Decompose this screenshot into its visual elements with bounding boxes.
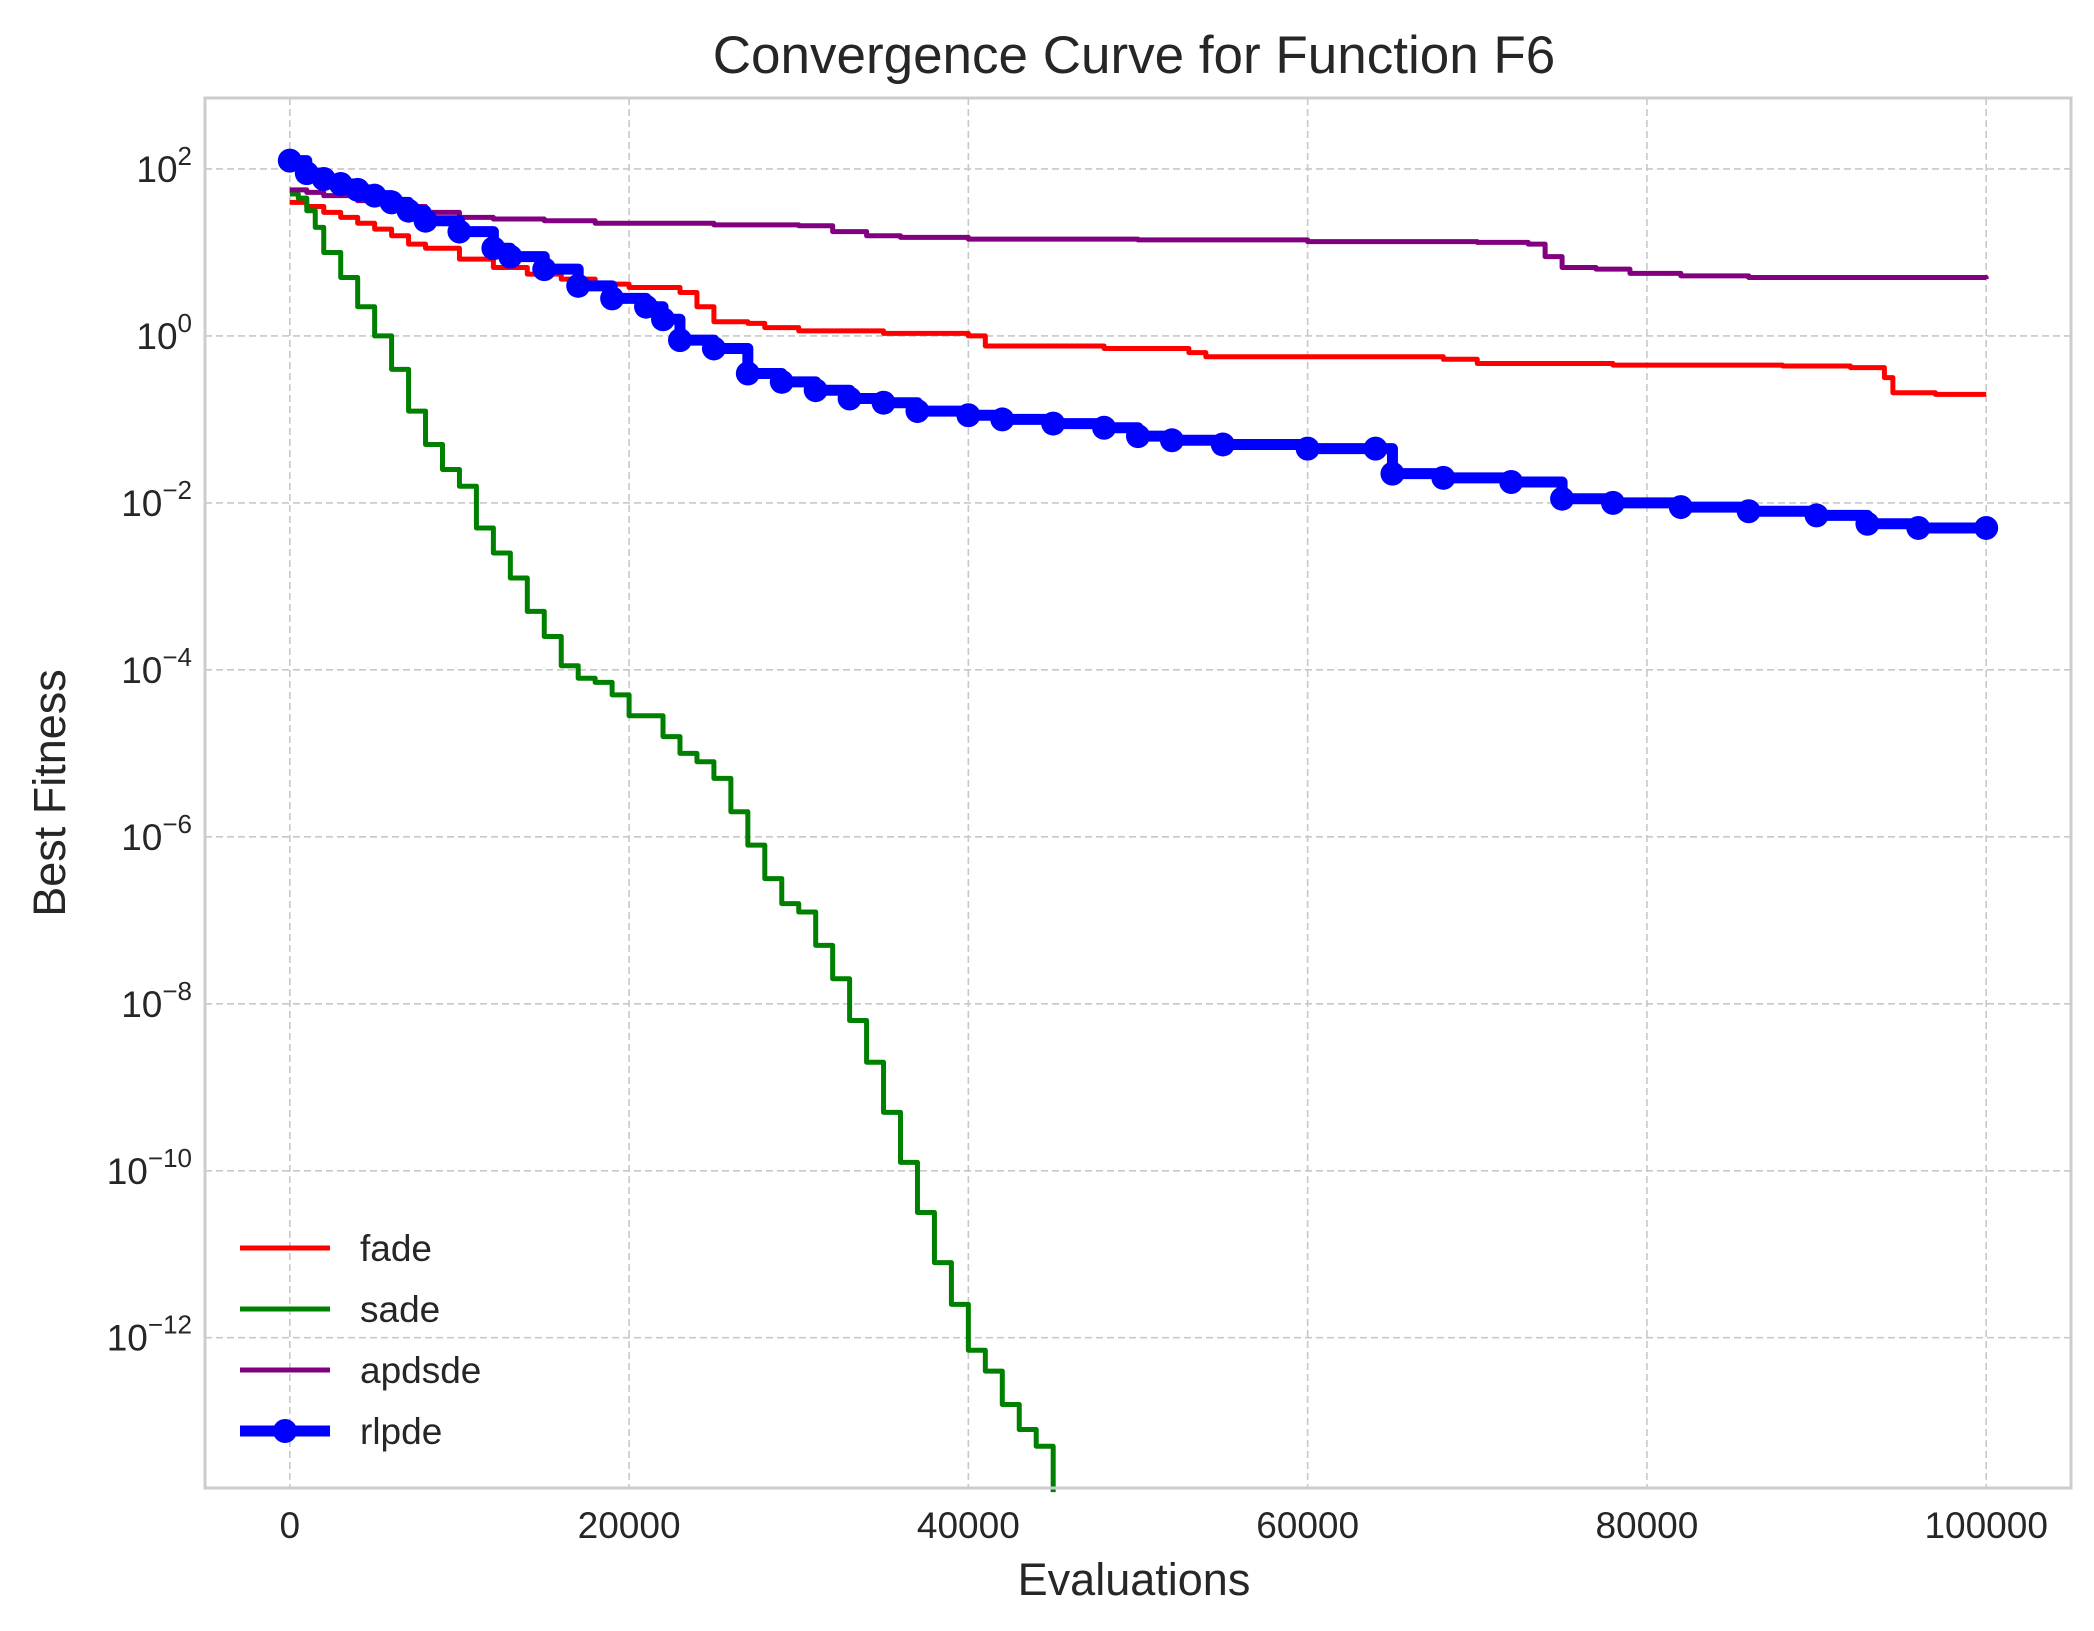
- series-point-rlpde-9: [447, 219, 472, 244]
- series-point-rlpde-20: [769, 369, 794, 394]
- series-point-rlpde-13: [566, 273, 591, 298]
- series-point-rlpde-31: [1210, 432, 1235, 457]
- series-point-rlpde-26: [990, 407, 1015, 432]
- grid: [205, 98, 2071, 1488]
- series-point-rlpde-41: [1804, 503, 1829, 528]
- series-line-sade: [289, 191, 1056, 1493]
- series-point-rlpde-17: [667, 328, 692, 353]
- series-point-rlpde-43: [1906, 515, 1931, 540]
- series-point-rlpde-11: [498, 244, 523, 269]
- x-tick-label-3: 60000: [1256, 1505, 1359, 1546]
- series-point-rlpde-28: [1092, 415, 1117, 440]
- x-tick-label-2: 40000: [917, 1505, 1020, 1546]
- series-point-rlpde-18: [701, 336, 726, 361]
- series-line-fade: [289, 199, 1987, 397]
- legend-item-sade: sade: [240, 1289, 440, 1330]
- series-point-rlpde-25: [956, 403, 981, 428]
- series-point-rlpde-19: [735, 361, 760, 386]
- series-point-rlpde-40: [1736, 499, 1761, 524]
- series-point-rlpde-33: [1363, 436, 1388, 461]
- y-tick-label-7: 10−12: [107, 1310, 192, 1359]
- y-tick-label-1: 100: [136, 308, 192, 357]
- series-point-rlpde-14: [600, 286, 625, 311]
- series-point-rlpde-16: [651, 307, 676, 332]
- legend-marker-rlpde: [273, 1419, 297, 1443]
- x-tick-label-1: 20000: [578, 1505, 681, 1546]
- series-point-rlpde-24: [905, 399, 930, 424]
- series-point-rlpde-36: [1499, 470, 1524, 495]
- series-sade: [289, 191, 1056, 1493]
- legend-item-apdsde: apdsde: [240, 1350, 481, 1391]
- series-point-rlpde-22: [837, 386, 862, 411]
- series-point-rlpde-21: [803, 378, 828, 403]
- x-axis-label: Evaluations: [1018, 1554, 1251, 1605]
- legend-label-sade: sade: [360, 1289, 440, 1330]
- series-point-rlpde-44: [1974, 515, 1999, 540]
- series-point-rlpde-37: [1550, 486, 1575, 511]
- y-tick-labels: 102 100 10−2 10−4 10−6 10−8 10−10 10−12: [107, 141, 192, 1359]
- series-point-rlpde-27: [1041, 411, 1066, 436]
- series-point-rlpde-42: [1855, 511, 1880, 536]
- series-point-rlpde-8: [413, 208, 438, 233]
- series-fade: [289, 199, 1987, 397]
- y-tick-label-4: 10−6: [121, 809, 192, 858]
- series-point-rlpde-12: [532, 257, 557, 282]
- legend: fade sade apdsde rlpde: [240, 1228, 481, 1452]
- legend-label-rlpde: rlpde: [360, 1411, 442, 1452]
- legend-item-fade: fade: [240, 1228, 432, 1269]
- legend-item-rlpde: rlpde: [240, 1411, 442, 1452]
- series-point-rlpde-0: [277, 148, 302, 173]
- series-point-rlpde-15: [634, 294, 659, 319]
- x-tick-label-4: 80000: [1595, 1505, 1698, 1546]
- series-group: [277, 148, 1999, 1493]
- series-point-rlpde-30: [1159, 428, 1184, 453]
- y-axis-label: Best Fitness: [24, 669, 75, 917]
- x-tick-labels: 0 20000 40000 60000 80000 100000: [280, 1505, 2048, 1546]
- legend-label-apdsde: apdsde: [360, 1350, 481, 1391]
- y-tick-label-6: 10−10: [107, 1143, 192, 1192]
- series-point-rlpde-32: [1295, 436, 1320, 461]
- x-tick-label-5: 100000: [1924, 1505, 2047, 1546]
- legend-label-fade: fade: [360, 1228, 432, 1269]
- y-tick-label-3: 10−4: [121, 642, 192, 691]
- x-tick-label-0: 0: [280, 1505, 301, 1546]
- series-point-rlpde-35: [1431, 465, 1456, 490]
- series-point-rlpde-38: [1600, 490, 1625, 515]
- series-point-rlpde-34: [1380, 461, 1405, 486]
- series-point-rlpde-29: [1126, 424, 1150, 449]
- y-tick-label-0: 102: [136, 141, 192, 190]
- chart-title: Convergence Curve for Function F6: [713, 26, 1556, 85]
- y-tick-label-5: 10−8: [121, 976, 192, 1025]
- series-point-rlpde-39: [1668, 495, 1693, 520]
- series-point-rlpde-23: [871, 390, 896, 415]
- y-tick-label-2: 10−2: [121, 475, 192, 524]
- series-rlpde: [277, 148, 1999, 540]
- plot-area-frame: [203, 96, 2073, 1490]
